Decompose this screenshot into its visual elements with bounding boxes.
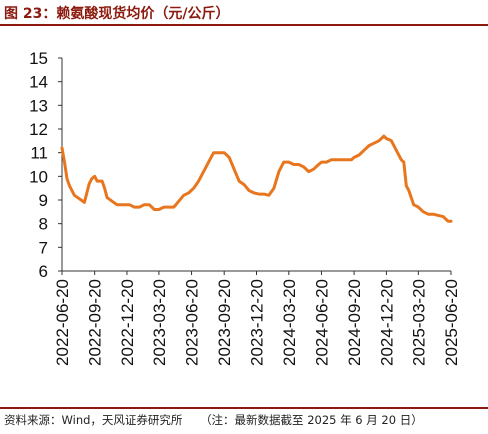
x-axis: 2022-06-20 2022-09-20 2022-12-20 2023-03-20… — [53, 270, 461, 366]
x-tick-label: 2024-03-20 — [280, 279, 299, 366]
y-tick-label: 10 — [29, 167, 48, 186]
x-tick-label: 2024-06-20 — [312, 279, 331, 366]
source-text: 资料来源：Wind，天风证券研究所 — [4, 413, 183, 427]
x-tick-label: 2023-09-20 — [215, 279, 234, 366]
x-tick-label: 2022-06-20 — [53, 279, 72, 366]
y-axis: 6 7 8 9 10 11 12 13 14 15 — [29, 49, 63, 281]
y-tick-label: 15 — [29, 49, 48, 68]
data-note: （注：最新数据截至 2025 年 6 月 20 日） — [200, 413, 423, 427]
series-line — [60, 134, 453, 223]
x-tick-label: 2022-12-20 — [118, 279, 137, 366]
footer-divider — [0, 407, 488, 409]
x-tick-label: 2025-06-20 — [442, 279, 461, 366]
y-tick-label: 14 — [29, 73, 48, 92]
y-tick-label: 13 — [29, 96, 48, 115]
y-tick-label: 12 — [29, 120, 48, 139]
y-tick-label: 6 — [39, 262, 48, 281]
x-tick-label: 2023-06-20 — [183, 279, 202, 366]
y-tick-label: 8 — [39, 215, 48, 234]
x-tick-label: 2023-12-20 — [248, 279, 267, 366]
y-tick-label: 7 — [39, 238, 48, 257]
source-note: 资料来源：Wind，天风证券研究所 （注：最新数据截至 2025 年 6 月 2… — [4, 412, 423, 428]
x-tick-label: 2022-09-20 — [86, 279, 105, 366]
page-title: 图 23：赖氨酸现货均价（元/公斤） — [4, 6, 230, 22]
y-tick-label: 11 — [30, 144, 48, 163]
x-tick-label: 2024-09-20 — [345, 279, 364, 366]
y-tick-label: 9 — [39, 191, 48, 210]
title-divider — [0, 24, 488, 26]
x-tick-label: 2023-03-20 — [150, 279, 169, 366]
x-tick-label: 2025-03-20 — [409, 279, 428, 366]
series-layer — [60, 134, 453, 223]
x-tick-label: 2024-12-20 — [377, 279, 396, 366]
